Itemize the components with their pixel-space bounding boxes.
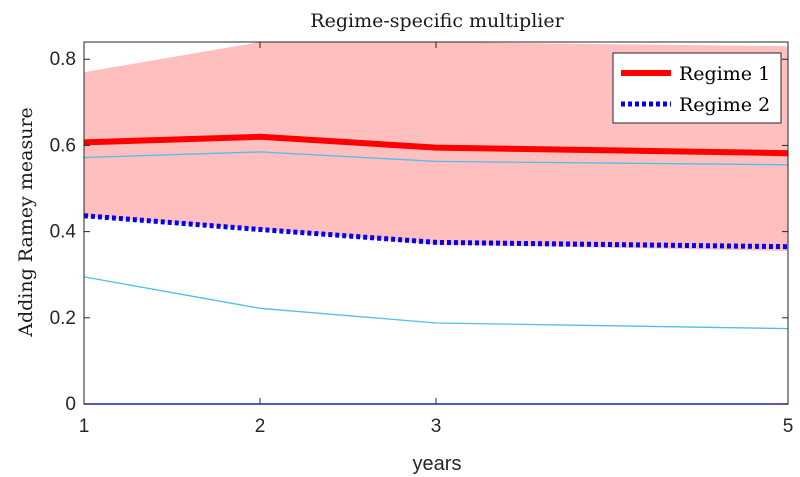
y-tick-label: 0.6 — [50, 135, 76, 156]
regime-2-upper-band-line — [84, 151, 788, 166]
y-tick-label: 0.8 — [50, 49, 76, 70]
y-tick-label: 0 — [65, 394, 76, 415]
x-tick-label: 2 — [255, 416, 266, 437]
chart-title: Regime-specific multiplier — [310, 10, 564, 32]
x-tick-label: 1 — [79, 416, 90, 437]
legend: Regime 1 Regime 2 — [612, 52, 782, 124]
legend-label-regime-2: Regime 2 — [679, 94, 770, 116]
y-axis-label: Adding Ramey measure — [15, 107, 37, 338]
regime-1-line — [84, 133, 788, 157]
x-axis-label: years — [413, 453, 462, 475]
legend-box — [612, 52, 782, 124]
y-tick-label: 0.2 — [50, 308, 76, 329]
x-tick-label: 3 — [431, 416, 442, 437]
legend-label-regime-1: Regime 1 — [679, 63, 770, 85]
regime-2-lower-band-line — [84, 276, 788, 330]
y-tick-label: 0.4 — [50, 222, 77, 243]
x-tick-label: 5 — [783, 416, 794, 437]
axis-ticks: 0 0.2 0.4 0.6 0.8 1 2 3 5 — [50, 42, 794, 437]
plot-marks — [84, 42, 788, 330]
